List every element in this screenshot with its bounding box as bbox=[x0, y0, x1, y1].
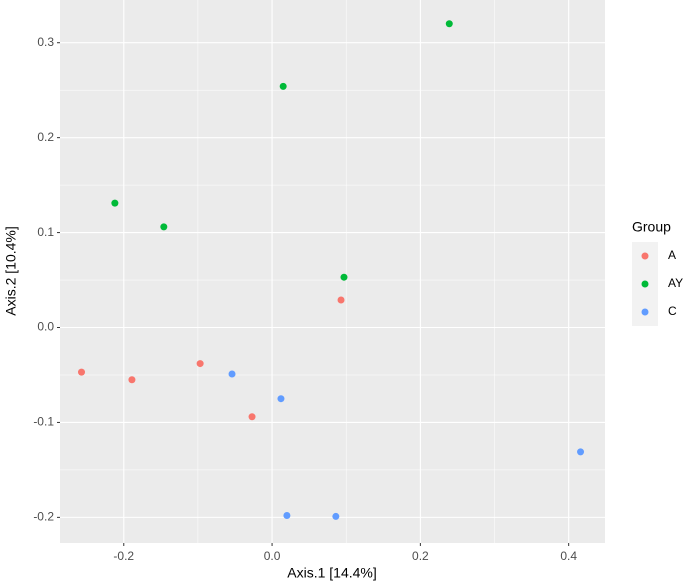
x-tick-label: -0.2 bbox=[113, 549, 134, 563]
point bbox=[196, 360, 204, 368]
point bbox=[248, 413, 256, 421]
legend-swatch bbox=[641, 252, 649, 260]
y-tick-label: -0.1 bbox=[33, 415, 54, 429]
x-tick-label: 0.0 bbox=[264, 549, 281, 563]
legend-swatch bbox=[641, 280, 649, 288]
legend-label: C bbox=[668, 304, 677, 318]
y-tick-label: 0.2 bbox=[37, 130, 54, 144]
point bbox=[111, 199, 119, 207]
y-tick-label: -0.2 bbox=[33, 510, 54, 524]
y-tick-label: 0.0 bbox=[37, 320, 54, 334]
panel bbox=[60, 0, 605, 543]
point bbox=[332, 512, 340, 520]
points bbox=[78, 20, 585, 520]
x-tick-label: 0.4 bbox=[560, 549, 577, 563]
legend-label: AY bbox=[668, 276, 683, 290]
point bbox=[577, 448, 585, 456]
point bbox=[78, 368, 86, 376]
y-tick-label: 0.1 bbox=[37, 225, 54, 239]
legend-label: A bbox=[668, 248, 676, 262]
point bbox=[277, 395, 285, 403]
point bbox=[337, 296, 345, 304]
point bbox=[445, 20, 453, 28]
x-tick-label: 0.2 bbox=[412, 549, 429, 563]
point bbox=[228, 370, 236, 378]
y-axis-title: Axis.2 [10.4%] bbox=[3, 226, 19, 316]
point bbox=[279, 82, 287, 90]
point bbox=[128, 376, 136, 384]
point bbox=[340, 273, 348, 281]
legend-swatch bbox=[641, 308, 649, 316]
point bbox=[160, 223, 168, 231]
point bbox=[283, 511, 291, 519]
x-axis-title: Axis.1 [14.4%] bbox=[287, 565, 377, 581]
y-tick-label: 0.3 bbox=[37, 35, 54, 49]
legend-title: Group bbox=[632, 219, 671, 235]
